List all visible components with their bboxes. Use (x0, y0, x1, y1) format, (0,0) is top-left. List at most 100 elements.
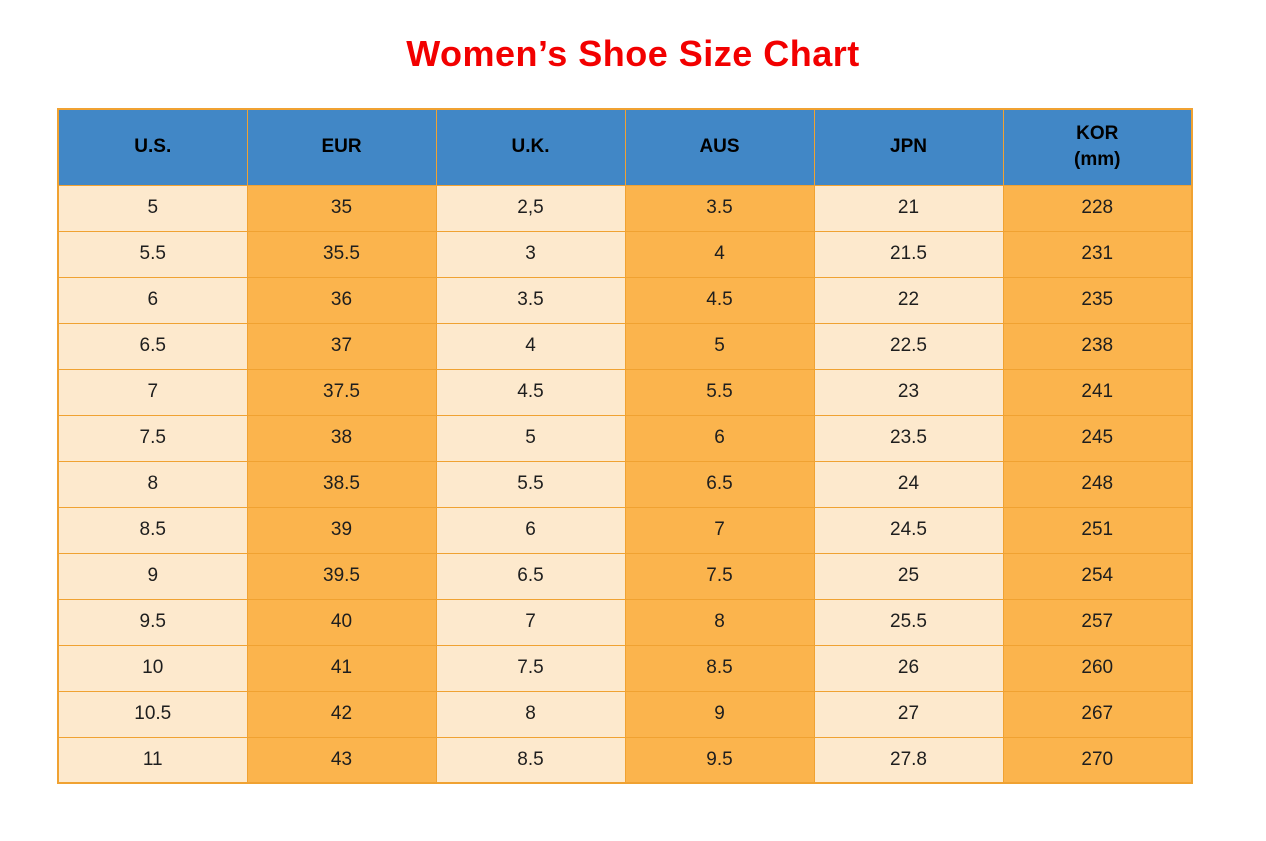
table-cell: 235 (1002, 276, 1193, 324)
table-cell: 38.5 (246, 460, 437, 508)
table-header-row: U.S. EUR U.K. AUS JPN KOR (mm) (57, 108, 1193, 186)
table-cell: 41 (246, 644, 437, 692)
table-cell: 38 (246, 414, 437, 462)
table-cell: 9 (57, 552, 248, 600)
table-cell: 3 (435, 230, 626, 278)
table-cell: 5.5 (435, 460, 626, 508)
table-cell: 254 (1002, 552, 1193, 600)
table-row: 7.5 38 5 6 23.5 245 (57, 414, 1193, 462)
table-cell: 25 (813, 552, 1004, 600)
table-row: 10 41 7.5 8.5 26 260 (57, 644, 1193, 692)
table-row: 7 37.5 4.5 5.5 23 241 (57, 368, 1193, 416)
table-cell: 8 (435, 690, 626, 738)
table-cell: 11 (57, 736, 248, 784)
table-cell: 5.5 (57, 230, 248, 278)
table-row: 5 35 2,5 3.5 21 228 (57, 184, 1193, 232)
table-cell: 6 (57, 276, 248, 324)
column-header: U.K. (435, 108, 626, 186)
table-cell: 6 (624, 414, 815, 462)
table-row: 9.5 40 7 8 25.5 257 (57, 598, 1193, 646)
table-cell: 10 (57, 644, 248, 692)
table-row: 9 39.5 6.5 7.5 25 254 (57, 552, 1193, 600)
table-cell: 257 (1002, 598, 1193, 646)
table-cell: 42 (246, 690, 437, 738)
table-body: 5 35 2,5 3.5 21 228 5.5 35.5 3 4 21.5 231 6 36 3.5 4.5 2… (57, 184, 1193, 784)
shoe-size-table: U.S. EUR U.K. AUS JPN KOR (mm) 5 35 2,5 3.5 21 228… (57, 108, 1193, 784)
table-cell: 260 (1002, 644, 1193, 692)
table-cell: 35.5 (246, 230, 437, 278)
table-cell: 23.5 (813, 414, 1004, 462)
column-header: JPN (813, 108, 1004, 186)
table-cell: 7 (57, 368, 248, 416)
table-cell: 8 (624, 598, 815, 646)
table-cell: 3.5 (624, 184, 815, 232)
table-cell: 8.5 (624, 644, 815, 692)
table-cell: 251 (1002, 506, 1193, 554)
table-cell: 8 (57, 460, 248, 508)
column-header: AUS (624, 108, 815, 186)
page-title: Women’s Shoe Size Chart (406, 33, 860, 74)
table-cell: 231 (1002, 230, 1193, 278)
table-cell: 27.8 (813, 736, 1004, 784)
table-row: 6.5 37 4 5 22.5 238 (57, 322, 1193, 370)
table-cell: 39 (246, 506, 437, 554)
table-cell: 37 (246, 322, 437, 370)
table-cell: 39.5 (246, 552, 437, 600)
table-cell: 7.5 (57, 414, 248, 462)
table-cell: 4 (435, 322, 626, 370)
table-cell: 228 (1002, 184, 1193, 232)
table-cell: 238 (1002, 322, 1193, 370)
table-cell: 7 (435, 598, 626, 646)
table-cell: 37.5 (246, 368, 437, 416)
table-head: U.S. EUR U.K. AUS JPN KOR (mm) (57, 108, 1193, 186)
table-cell: 40 (246, 598, 437, 646)
column-header: EUR (246, 108, 437, 186)
table-cell: 5.5 (624, 368, 815, 416)
table-cell: 267 (1002, 690, 1193, 738)
table-cell: 5 (624, 322, 815, 370)
table-cell: 24 (813, 460, 1004, 508)
table-cell: 36 (246, 276, 437, 324)
table-cell: 3.5 (435, 276, 626, 324)
table-cell: 10.5 (57, 690, 248, 738)
table-cell: 25.5 (813, 598, 1004, 646)
table-cell: 6.5 (57, 322, 248, 370)
table-row: 8.5 39 6 7 24.5 251 (57, 506, 1193, 554)
column-header: U.S. (57, 108, 248, 186)
table-cell: 22.5 (813, 322, 1004, 370)
table-cell: 22 (813, 276, 1004, 324)
table-cell: 26 (813, 644, 1004, 692)
table-cell: 241 (1002, 368, 1193, 416)
table-cell: 9 (624, 690, 815, 738)
table-cell: 270 (1002, 736, 1193, 784)
table-row: 6 36 3.5 4.5 22 235 (57, 276, 1193, 324)
table-cell: 9.5 (624, 736, 815, 784)
table-row: 11 43 8.5 9.5 27.8 270 (57, 736, 1193, 784)
table-cell: 21.5 (813, 230, 1004, 278)
table-cell: 5 (435, 414, 626, 462)
table-cell: 4 (624, 230, 815, 278)
table-cell: 35 (246, 184, 437, 232)
table-cell: 5 (57, 184, 248, 232)
table-cell: 7.5 (624, 552, 815, 600)
table-cell: 43 (246, 736, 437, 784)
table-cell: 6 (435, 506, 626, 554)
page: Women’s Shoe Size Chart U.S. EUR U.K. AUS JP… (0, 34, 1266, 784)
table-cell: 8.5 (435, 736, 626, 784)
table-row: 10.5 42 8 9 27 267 (57, 690, 1193, 738)
table-cell: 4.5 (435, 368, 626, 416)
table-cell: 23 (813, 368, 1004, 416)
table-cell: 7.5 (435, 644, 626, 692)
table-cell: 6.5 (624, 460, 815, 508)
table-cell: 21 (813, 184, 1004, 232)
table-cell: 9.5 (57, 598, 248, 646)
table-cell: 2,5 (435, 184, 626, 232)
table-row: 8 38.5 5.5 6.5 24 248 (57, 460, 1193, 508)
table-cell: 4.5 (624, 276, 815, 324)
table-cell: 245 (1002, 414, 1193, 462)
table-row: 5.5 35.5 3 4 21.5 231 (57, 230, 1193, 278)
table-cell: 7 (624, 506, 815, 554)
column-header: KOR (mm) (1002, 108, 1193, 186)
table-cell: 8.5 (57, 506, 248, 554)
table-cell: 27 (813, 690, 1004, 738)
